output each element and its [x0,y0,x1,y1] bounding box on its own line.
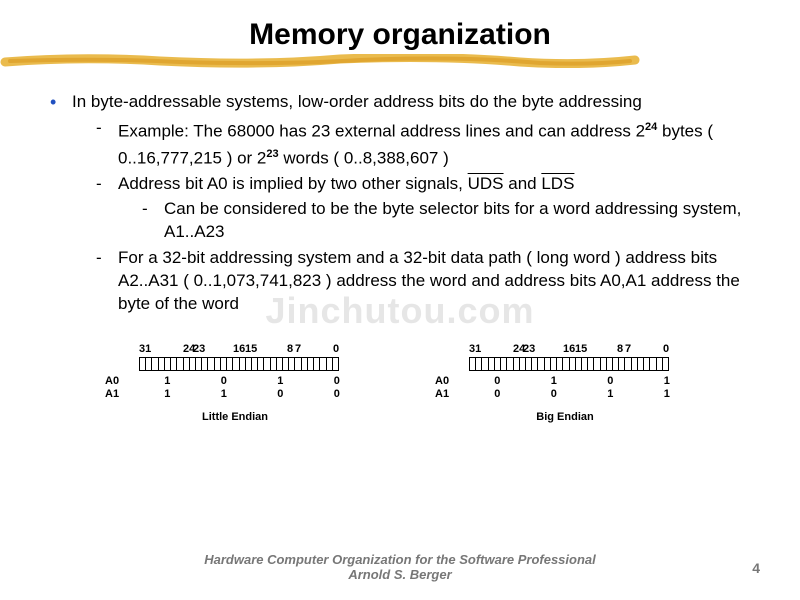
sub-text-a0: Address bit A0 is implied by two other s… [118,172,574,195]
addr-value: 1 [639,375,696,388]
addr-value: 0 [469,375,526,388]
bit-label: 31 [139,343,151,355]
sub-text-example: Example: The 68000 has 23 external addre… [118,116,760,169]
sub-sub-text: Can be considered to be the byte selecto… [164,197,760,243]
addr-rows-little: A01010 A11100 [105,375,365,401]
addr-value: 1 [139,388,196,401]
bit-label: 0 [663,343,669,355]
little-endian-diagram: 3124231615870 A01010 A11100 Little Endia… [105,343,365,423]
addr-value: 1 [139,375,196,388]
bit-label: 15 [245,343,257,355]
bullet-icon: • [50,91,72,113]
little-endian-caption: Little Endian [105,411,365,423]
bit-label: 8 [287,343,293,355]
big-endian-caption: Big Endian [435,411,695,423]
addr-value: 0 [252,388,309,401]
addr-value: 1 [252,375,309,388]
row-label: A0 [435,375,469,388]
row-label: A0 [105,375,139,388]
dash-icon: - [96,246,118,315]
bit-label: 31 [469,343,481,355]
dash-icon: - [142,197,164,243]
bit-label: 23 [523,343,535,355]
big-endian-diagram: 3124231615870 A00101 A10011 Big Endian [435,343,695,423]
addr-rows-big: A00101 A10011 [435,375,695,401]
bit-label: 16 [563,343,575,355]
bit-ruler-little [139,357,339,371]
footer-line2: Arnold S. Berger [348,567,451,582]
addr-value: 0 [196,375,253,388]
bit-label: 7 [625,343,631,355]
bit-tick [663,358,668,370]
addr-value: 0 [582,375,639,388]
addr-value: 1 [582,388,639,401]
bit-labels-big: 3124231615870 [435,343,695,357]
bit-label: 8 [617,343,623,355]
bit-labels-little: 3124231615870 [105,343,365,357]
title-underline [0,54,640,68]
addr-value: 1 [639,388,696,401]
bit-label: 0 [333,343,339,355]
footer-line1: Hardware Computer Organization for the S… [204,552,596,567]
sub-text-32bit: For a 32-bit addressing system and a 32-… [118,246,760,315]
page-number: 4 [752,560,760,576]
dash-icon: - [96,172,118,195]
bit-label: 16 [233,343,245,355]
addr-value: 0 [309,388,366,401]
dash-icon: - [96,116,118,169]
row-label: A1 [435,388,469,401]
slide-footer: Hardware Computer Organization for the S… [0,552,800,582]
sub-bullet-example: - Example: The 68000 has 23 external add… [96,116,760,169]
bit-label: 15 [575,343,587,355]
addr-value: 0 [526,388,583,401]
sub-bullet-32bit: - For a 32-bit addressing system and a 3… [96,246,760,315]
content-area: • In byte-addressable systems, low-order… [0,73,800,315]
bit-tick [333,358,338,370]
addr-value: 0 [309,375,366,388]
endian-diagrams: 3124231615870 A01010 A11100 Little Endia… [0,315,800,423]
addr-value: 1 [196,388,253,401]
addr-value: 1 [526,375,583,388]
main-bullet-text: In byte-addressable systems, low-order a… [72,91,642,113]
slide-title: Memory organization [0,0,800,52]
main-bullet-row: • In byte-addressable systems, low-order… [50,91,760,113]
sub-bullet-a0: - Address bit A0 is implied by two other… [96,172,760,195]
bit-label: 7 [295,343,301,355]
bit-label: 23 [193,343,205,355]
bit-ruler-big [469,357,669,371]
addr-value: 0 [469,388,526,401]
sub-sub-bullet-selector: - Can be considered to be the byte selec… [142,197,760,243]
row-label: A1 [105,388,139,401]
